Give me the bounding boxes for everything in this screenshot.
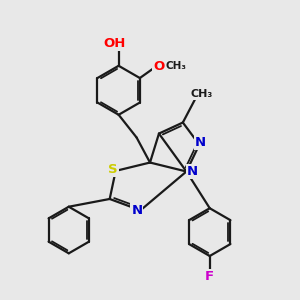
Text: CH₃: CH₃ [166, 61, 187, 71]
Text: CH₃: CH₃ [191, 89, 213, 100]
Text: O: O [153, 60, 164, 73]
Text: F: F [205, 270, 214, 284]
Text: S: S [109, 163, 118, 176]
Text: OH: OH [104, 37, 126, 50]
Text: N: N [195, 136, 206, 149]
Text: N: N [131, 204, 142, 218]
Text: N: N [187, 165, 198, 178]
